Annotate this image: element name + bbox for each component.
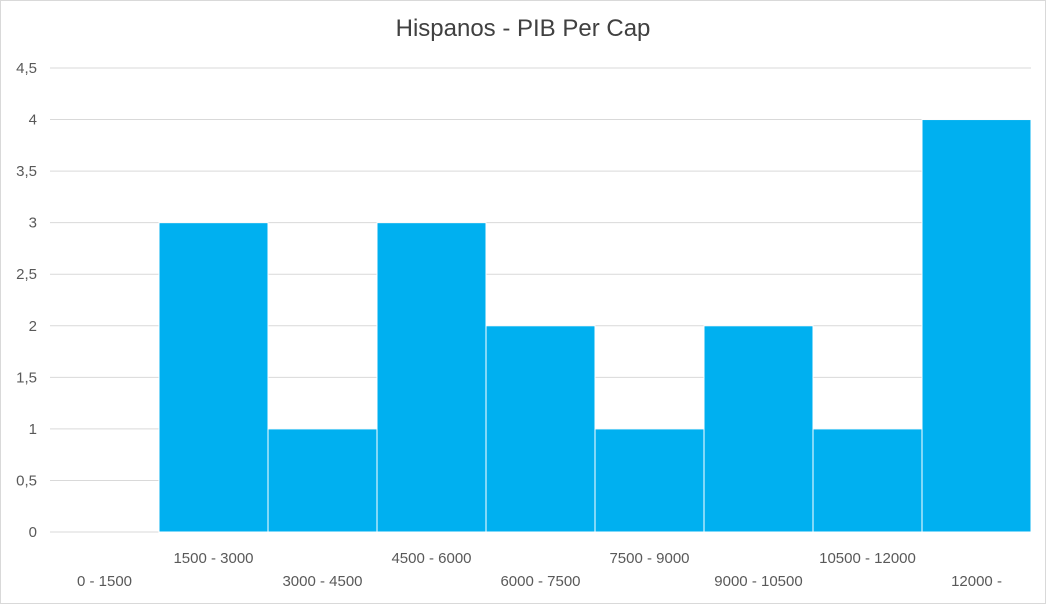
x-tick-label: 6000 - 7500 — [500, 573, 580, 590]
histogram-bar — [703, 325, 814, 533]
x-tick-label: 9000 - 10500 — [714, 573, 802, 590]
histogram-bar — [594, 428, 705, 533]
x-tick-label: 4500 - 6000 — [391, 550, 471, 567]
x-tick-label: 12000 - — [951, 573, 1002, 590]
histogram-bar — [921, 119, 1032, 533]
histogram-bar — [485, 325, 596, 533]
y-tick-label: 4,5 — [16, 60, 37, 77]
y-tick-label: 3,5 — [16, 163, 37, 180]
x-tick-label: 7500 - 9000 — [609, 550, 689, 567]
histogram-bar — [158, 222, 269, 533]
x-tick-label: 1500 - 3000 — [173, 550, 253, 567]
x-tick-label: 10500 - 12000 — [819, 550, 916, 567]
histogram-bar — [812, 428, 923, 533]
y-tick-label: 0 — [29, 524, 37, 541]
y-tick-label: 4 — [29, 112, 37, 129]
chart-title: Hispanos - PIB Per Cap — [395, 15, 651, 42]
x-tick-label: 3000 - 4500 — [282, 573, 362, 590]
histogram-bar — [267, 428, 378, 533]
y-tick-label: 2,5 — [16, 266, 37, 283]
y-tick-label: 1,5 — [16, 369, 37, 386]
y-tick-label: 0,5 — [16, 472, 37, 489]
y-tick-label: 2 — [29, 318, 37, 335]
histogram-bar — [376, 222, 487, 533]
y-tick-label: 3 — [29, 215, 37, 232]
x-tick-label: 0 - 1500 — [77, 573, 132, 590]
y-tick-label: 1 — [29, 421, 37, 438]
